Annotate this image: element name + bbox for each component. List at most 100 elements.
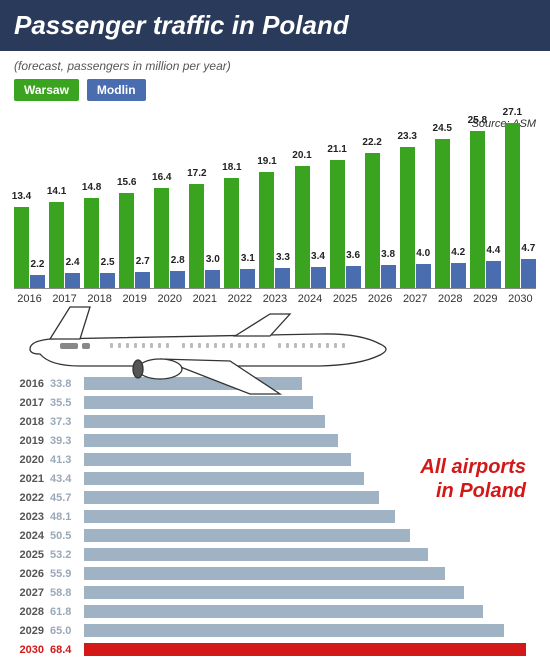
x-axis-year: 2028 (435, 293, 466, 305)
bar-group: 21.13.6 (330, 160, 361, 288)
bar-group: 19.13.3 (259, 172, 290, 288)
hbar-row: 201837.3 (14, 413, 536, 430)
hbar-track (84, 529, 536, 542)
bar: 14.8 (84, 198, 99, 288)
hbar-track (84, 472, 536, 485)
bar-value-label: 14.1 (47, 186, 66, 197)
bar-group: 25.84.4 (470, 131, 501, 288)
hbar-year: 2029 (14, 625, 50, 637)
bar-value-label: 2.2 (31, 259, 45, 270)
hbar-track (84, 624, 536, 637)
hbar-year: 2018 (14, 416, 50, 428)
bar-value-label: 22.2 (362, 137, 381, 148)
bar: 4.7 (521, 259, 536, 288)
bar-value-label: 2.7 (136, 256, 150, 267)
bar-group: 15.62.7 (119, 193, 150, 288)
hbar-row: 202758.8 (14, 584, 536, 601)
bar-group: 23.34.0 (400, 147, 431, 288)
bar-value-label: 3.3 (276, 252, 290, 263)
bar-value-label: 23.3 (397, 131, 416, 142)
hbar-track (84, 605, 536, 618)
hbar-track (84, 510, 536, 523)
header-bar: Passenger traffic in Poland (0, 0, 550, 51)
bar: 3.8 (381, 265, 396, 288)
bar: 15.6 (119, 193, 134, 288)
hbar-track (84, 586, 536, 599)
bar-value-label: 3.8 (381, 249, 395, 260)
bar-value-label: 24.5 (433, 123, 452, 134)
hbar-value: 45.7 (50, 492, 84, 504)
hbar-value: 37.3 (50, 416, 84, 428)
bar-value-label: 13.4 (12, 191, 31, 202)
bar-group: 22.23.8 (365, 153, 396, 288)
hbar-year: 2020 (14, 454, 50, 466)
legend: Warsaw Modlin (0, 77, 550, 109)
hbar-row: 201939.3 (14, 432, 536, 449)
hbar-value: 68.4 (50, 644, 84, 656)
bar: 24.5 (435, 139, 450, 288)
hbar-year: 2025 (14, 549, 50, 561)
bar-group: 27.14.7 (505, 123, 536, 288)
hbar (84, 491, 379, 504)
bar: 20.1 (295, 166, 310, 288)
hbar-track (84, 643, 536, 656)
hbar (84, 415, 325, 428)
airplane-icon (20, 299, 400, 409)
bar-group: 16.42.8 (154, 188, 185, 288)
hbar-value: 61.8 (50, 606, 84, 618)
bar: 14.1 (49, 202, 64, 288)
bar: 22.2 (365, 153, 380, 288)
bar: 3.1 (240, 269, 255, 288)
bar: 3.6 (346, 266, 361, 288)
hbar-value: 39.3 (50, 435, 84, 447)
bar-value-label: 2.8 (171, 255, 185, 266)
bar-value-label: 19.1 (257, 156, 276, 167)
hbar (84, 586, 464, 599)
bar-value-label: 3.6 (346, 250, 360, 261)
hbar-year: 2019 (14, 435, 50, 447)
hbar-track (84, 453, 536, 466)
legend-warsaw: Warsaw (14, 79, 79, 101)
x-axis-year: 2030 (505, 293, 536, 305)
bar-value-label: 25.8 (468, 115, 487, 126)
subtitle: (forecast, passengers in million per yea… (0, 51, 550, 77)
bar: 2.5 (100, 273, 115, 288)
hbar-row: 202348.1 (14, 508, 536, 525)
bar: 4.4 (486, 261, 501, 288)
hbar-row: 202143.4 (14, 470, 536, 487)
hbar-year: 2028 (14, 606, 50, 618)
hbar (84, 643, 526, 656)
bar: 25.8 (470, 131, 485, 288)
bar-group: 18.13.1 (224, 178, 255, 288)
bar-value-label: 2.4 (66, 257, 80, 268)
bar: 18.1 (224, 178, 239, 288)
hbar (84, 434, 338, 447)
hbar-row: 202861.8 (14, 603, 536, 620)
hbar-row: 202041.3 (14, 451, 536, 468)
bar-value-label: 18.1 (222, 162, 241, 173)
bar-group: 14.12.4 (49, 202, 80, 288)
hbar-year: 2021 (14, 473, 50, 485)
bar-group: 13.42.2 (14, 207, 45, 288)
bar-value-label: 2.5 (101, 257, 115, 268)
hbar-value: 53.2 (50, 549, 84, 561)
bar-value-label: 27.1 (503, 107, 522, 118)
bar-value-label: 15.6 (117, 177, 136, 188)
bar: 3.4 (311, 267, 326, 288)
bar-group: 17.23.0 (189, 184, 220, 288)
hbar (84, 510, 395, 523)
hbar-track (84, 434, 536, 447)
bar-value-label: 17.2 (187, 168, 206, 179)
hbar-track (84, 548, 536, 561)
bar: 4.2 (451, 263, 466, 289)
bar-value-label: 3.1 (241, 253, 255, 264)
hbar (84, 529, 410, 542)
hbar-value: 41.3 (50, 454, 84, 466)
bar: 16.4 (154, 188, 169, 288)
bar: 2.7 (135, 272, 150, 288)
bar-group: 14.82.5 (84, 198, 115, 288)
bar: 19.1 (259, 172, 274, 288)
bar: 2.8 (170, 271, 185, 288)
hbar-row: 202965.0 (14, 622, 536, 639)
bar-value-label: 21.1 (327, 144, 346, 155)
